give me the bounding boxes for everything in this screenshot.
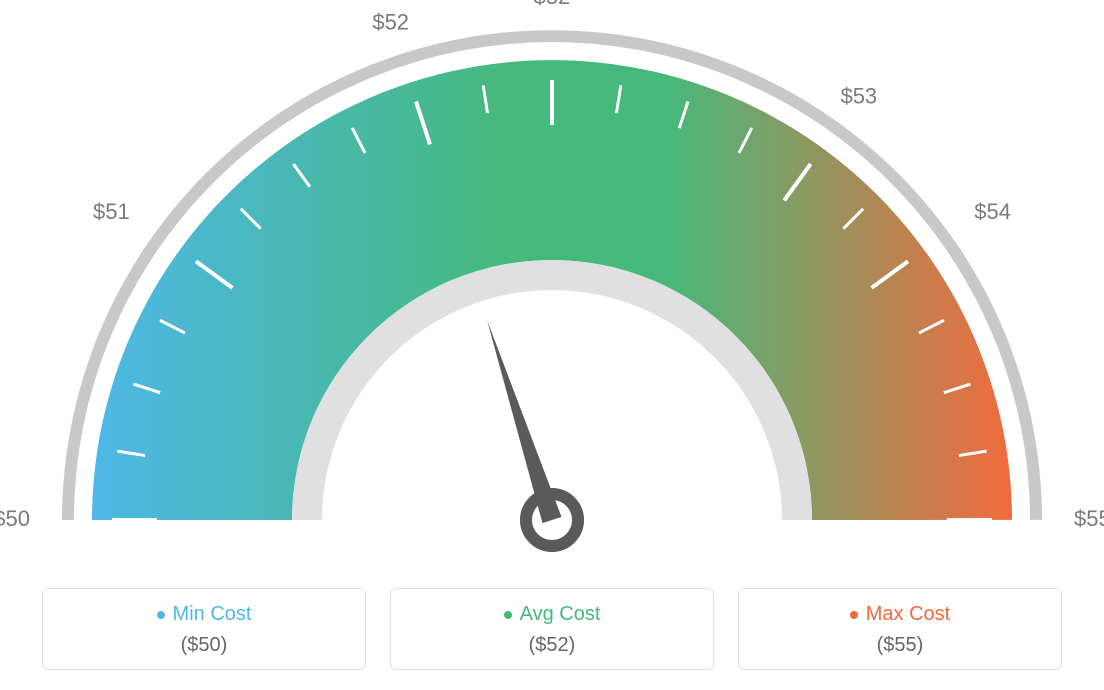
tick-label: $55 — [1074, 506, 1104, 531]
gauge-chart-container: $50 $51 $52 $52 $53 $54 $55 Min Cost ($50) Avg… — [0, 0, 1104, 690]
tick-label: $50 — [0, 506, 30, 531]
legend-min: Min Cost ($50) — [42, 588, 366, 670]
gauge-svg: $50 $51 $52 $52 $53 $54 $55 — [0, 0, 1104, 560]
legend-min-value: ($50) — [43, 634, 365, 657]
legend-avg-label: Avg Cost — [504, 603, 601, 626]
legend-min-label: Min Cost — [157, 603, 252, 626]
legend-avg: Avg Cost ($52) — [390, 588, 714, 670]
tick-label: $53 — [840, 84, 877, 109]
main-gradient-arc — [92, 60, 1012, 520]
tick-label: $54 — [974, 199, 1011, 224]
tick-label: $51 — [93, 199, 130, 224]
legend-avg-value: ($52) — [391, 634, 713, 657]
legend-max-label: Max Cost — [850, 603, 950, 626]
legend-max: Max Cost ($55) — [738, 588, 1062, 670]
tick-label: $52 — [372, 9, 409, 34]
legend-row: Min Cost ($50) Avg Cost ($52) Max Cost (… — [0, 588, 1104, 670]
tick-label: $52 — [534, 0, 571, 9]
legend-max-value: ($55) — [739, 634, 1061, 657]
